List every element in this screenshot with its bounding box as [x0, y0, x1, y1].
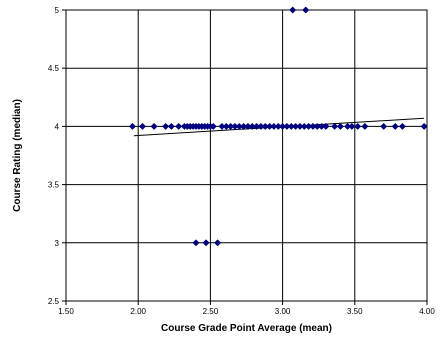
- data-point: [214, 239, 222, 247]
- data-point: [336, 122, 344, 130]
- data-point: [420, 122, 428, 130]
- data-point: [138, 122, 147, 130]
- data-point: [354, 122, 362, 130]
- y-tick-label: 3.5: [48, 181, 60, 190]
- x-tick-label: 3.50: [347, 307, 363, 316]
- data-point: [302, 6, 310, 14]
- y-tick-label: 4: [55, 122, 60, 131]
- x-tick-label: 1.50: [58, 307, 74, 316]
- y-tick-label: 2.5: [48, 297, 60, 306]
- x-axis-label: Course Grade Point Average (mean): [161, 323, 332, 334]
- y-tick-label: 3: [55, 239, 60, 248]
- data-point: [175, 122, 183, 130]
- y-axis-label: Course Rating (median): [12, 99, 23, 212]
- x-tick-label: 4.00: [419, 307, 435, 316]
- x-tick-label: 2.50: [203, 307, 219, 316]
- data-point: [289, 6, 297, 14]
- data-point: [150, 122, 158, 130]
- data-point: [209, 122, 217, 130]
- data-point: [202, 239, 210, 247]
- data-point: [331, 122, 339, 130]
- x-tick-label: 2.00: [130, 307, 146, 316]
- data-points: [128, 6, 428, 247]
- data-point: [167, 122, 175, 130]
- x-tick-label: 3.00: [275, 307, 291, 316]
- y-tick-label: 5: [55, 6, 60, 15]
- data-point: [398, 122, 407, 130]
- y-tick-label: 4.5: [48, 64, 60, 73]
- data-point: [361, 122, 369, 130]
- data-point: [391, 122, 399, 130]
- tick-labels: 1.50 2.00 2.50 3.00 3.50 4.00 2.5 3 3.5 4 4.5 5: [48, 6, 435, 316]
- data-point: [322, 122, 330, 130]
- data-point: [348, 122, 356, 130]
- data-point: [380, 122, 388, 130]
- plot-area: [65, 9, 428, 302]
- data-point: [162, 122, 170, 130]
- data-point: [128, 122, 136, 130]
- data-point: [192, 239, 200, 247]
